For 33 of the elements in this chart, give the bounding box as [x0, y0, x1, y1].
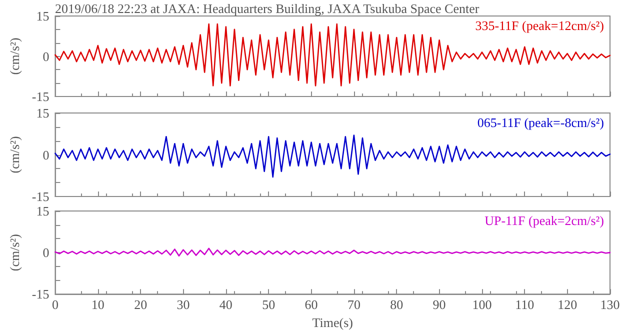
x-tick-label: 80 [390, 297, 404, 312]
line-series [54, 23, 611, 86]
x-axis-title: Time(s) [312, 315, 353, 330]
series-label: 335-11F (peak=12cm/s²) [475, 18, 604, 33]
series-label: UP-11F (peak=2cm/s²) [484, 213, 604, 228]
y-tick-label: 0 [42, 48, 50, 64]
x-tick-label: 130 [600, 297, 620, 312]
y-tick-label: 15 [36, 8, 50, 24]
y-axis-title: (cm/s²) [7, 234, 22, 272]
x-tick-label: 20 [134, 297, 148, 312]
x-tick-label: 100 [472, 297, 492, 312]
chart-title: 2019/06/18 22:23 at JAXA: Headquarters Building, JAXA Tsukuba Space Center [55, 1, 480, 16]
x-tick-label: 50 [262, 297, 276, 312]
x-tick-label: 40 [219, 297, 232, 312]
y-axis-title: (cm/s²) [7, 136, 22, 174]
line-series [54, 134, 611, 178]
y-tick-label: -15 [32, 286, 50, 302]
y-tick-label: -15 [32, 189, 50, 204]
x-tick-label: 120 [558, 297, 578, 312]
x-tick-label: 60 [304, 297, 318, 312]
x-tick-label: 90 [432, 297, 446, 312]
y-tick-label: 0 [42, 245, 50, 260]
y-tick-label: -15 [32, 89, 50, 104]
y-tick-label: 15 [36, 106, 50, 120]
y-tick-label: 15 [36, 204, 50, 218]
x-tick-label: 30 [176, 297, 190, 312]
x-tick-label: 10 [91, 297, 104, 312]
y-axis-title: (cm/s²) [7, 38, 22, 75]
x-tick-label: 110 [515, 297, 534, 312]
series-label: 065-11F (peak=-8cm/s²) [477, 115, 604, 130]
x-tick-label: 70 [347, 297, 360, 312]
line-series [54, 248, 611, 257]
y-tick-label: 0 [42, 147, 50, 162]
